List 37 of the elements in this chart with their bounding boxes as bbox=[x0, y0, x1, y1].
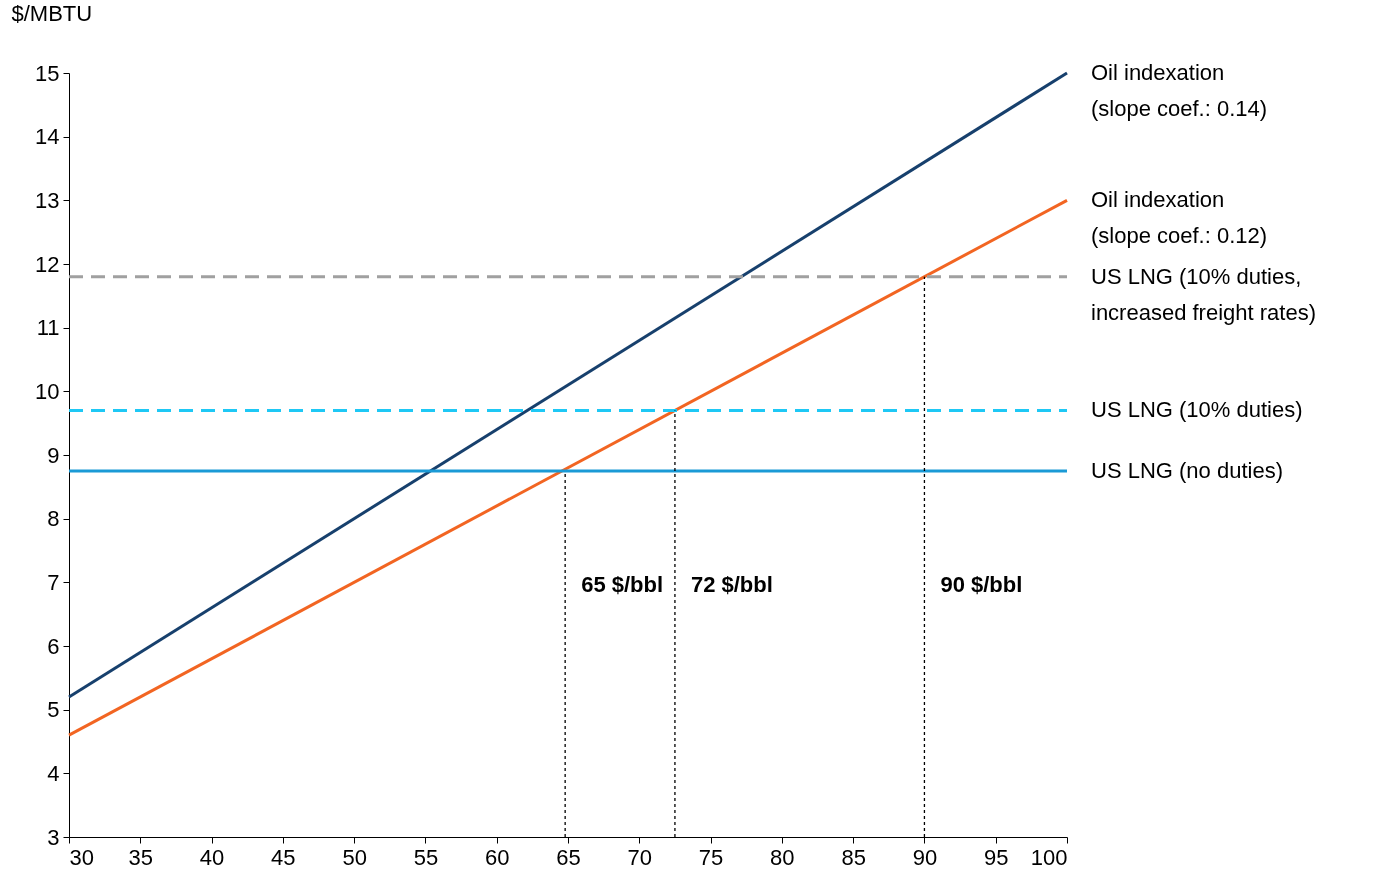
y-tick-label: 15 bbox=[35, 60, 60, 86]
y-tick-label: 9 bbox=[47, 442, 60, 468]
y-tick-label: 5 bbox=[47, 697, 60, 723]
y-tick-label: 12 bbox=[35, 251, 60, 277]
y-tick-label: 13 bbox=[35, 187, 60, 213]
x-tick-label: 90 bbox=[912, 844, 938, 870]
x-tick-label: 75 bbox=[698, 844, 724, 870]
x-tick-label: 30 bbox=[69, 844, 94, 870]
y-tick-label: 6 bbox=[47, 633, 60, 659]
x-tick-label: 45 bbox=[271, 844, 296, 870]
y-tick-label: 3 bbox=[47, 824, 60, 850]
series-label: Oil indexation (slope coef.: 0.12) bbox=[1091, 187, 1268, 249]
y-tick-label: 10 bbox=[35, 378, 60, 404]
series-label: US LNG (10% duties, increased freight rates) bbox=[1091, 263, 1316, 325]
series-label: US LNG (10% duties) bbox=[1091, 397, 1303, 423]
y-tick-label: 7 bbox=[47, 569, 60, 595]
x-tick-label: 50 bbox=[342, 844, 367, 870]
annotation: 65 $/bbl bbox=[581, 572, 664, 597]
annotation: 90 $/bbl bbox=[940, 572, 1023, 597]
x-tick-label: 70 bbox=[627, 844, 653, 870]
x-tick-label: 80 bbox=[770, 844, 795, 870]
series-label: Oil indexation (slope coef.: 0.14) bbox=[1091, 60, 1268, 121]
series-label: US LNG (no duties) bbox=[1091, 457, 1283, 483]
annotation: 72 $/bbl bbox=[690, 572, 773, 597]
y-axis-title: $/MBTU bbox=[11, 0, 93, 26]
x-tick-label: 65 bbox=[556, 844, 581, 870]
x-tick-label: 55 bbox=[413, 844, 439, 870]
x-tick-label: 95 bbox=[983, 844, 1009, 870]
y-tick-label: 11 bbox=[36, 315, 60, 341]
y-tick-label: 8 bbox=[47, 506, 60, 532]
x-tick-label: 35 bbox=[128, 844, 154, 870]
x-tick-label: 40 bbox=[199, 844, 225, 870]
y-tick-label: 4 bbox=[47, 760, 60, 786]
y-tick-label: 14 bbox=[35, 124, 60, 150]
x-tick-label: 60 bbox=[484, 844, 510, 870]
x-tick-label: 100 bbox=[1030, 844, 1068, 870]
x-tick-label: 85 bbox=[841, 844, 866, 870]
